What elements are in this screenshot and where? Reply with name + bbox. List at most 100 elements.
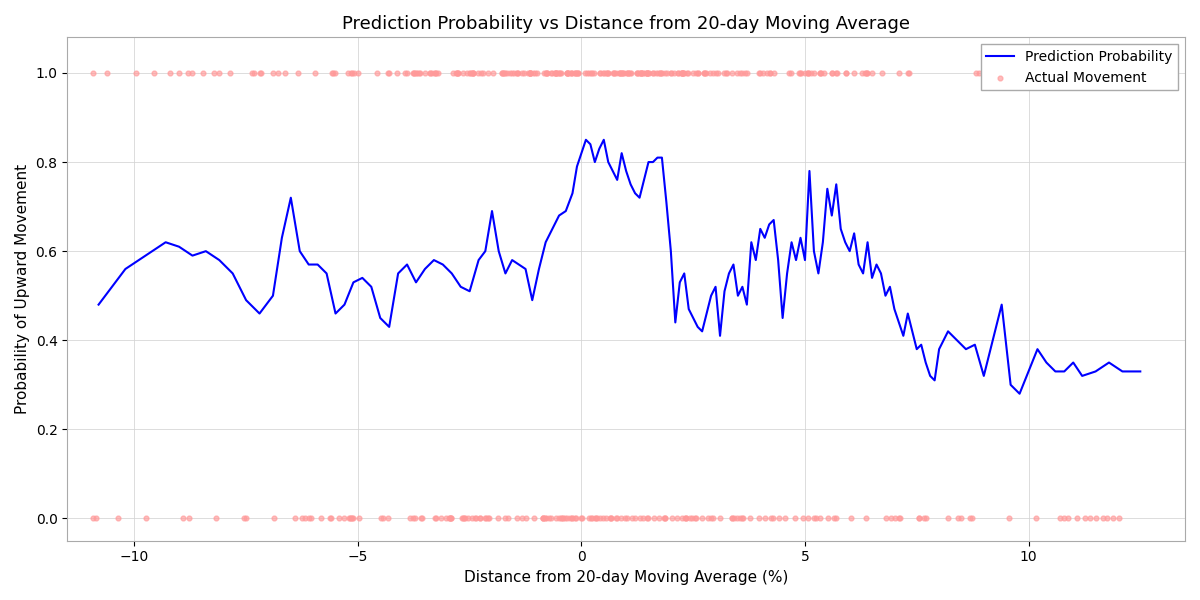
Point bbox=[320, 514, 340, 523]
Point bbox=[596, 514, 616, 523]
Point bbox=[617, 514, 636, 523]
Point bbox=[454, 514, 473, 523]
Actual Movement bbox=[790, 68, 809, 78]
Actual Movement bbox=[658, 68, 677, 78]
Point bbox=[655, 514, 674, 523]
Actual Movement bbox=[810, 68, 829, 78]
Actual Movement bbox=[1133, 68, 1152, 78]
Point bbox=[470, 514, 490, 523]
Point bbox=[322, 514, 341, 523]
Actual Movement bbox=[610, 68, 629, 78]
Actual Movement bbox=[221, 68, 240, 78]
Actual Movement bbox=[496, 68, 515, 78]
Actual Movement bbox=[521, 68, 540, 78]
Point bbox=[607, 514, 626, 523]
Point bbox=[1067, 514, 1086, 523]
Actual Movement bbox=[599, 68, 618, 78]
Actual Movement bbox=[478, 68, 497, 78]
Actual Movement bbox=[637, 68, 656, 78]
Actual Movement bbox=[562, 68, 581, 78]
Point bbox=[587, 514, 606, 523]
Actual Movement bbox=[689, 68, 708, 78]
Actual Movement bbox=[1138, 68, 1157, 78]
Actual Movement bbox=[970, 68, 989, 78]
Actual Movement bbox=[538, 68, 557, 78]
Actual Movement bbox=[204, 68, 223, 78]
Actual Movement bbox=[593, 68, 612, 78]
Actual Movement bbox=[557, 68, 576, 78]
Actual Movement bbox=[566, 68, 586, 78]
Actual Movement bbox=[738, 68, 757, 78]
Point bbox=[475, 514, 494, 523]
Actual Movement bbox=[1093, 68, 1112, 78]
Actual Movement bbox=[612, 68, 631, 78]
Title: Prediction Probability vs Distance from 20-day Moving Average: Prediction Probability vs Distance from … bbox=[342, 15, 910, 33]
Actual Movement bbox=[967, 68, 986, 78]
Point bbox=[412, 514, 431, 523]
Actual Movement bbox=[650, 68, 670, 78]
Actual Movement bbox=[514, 68, 533, 78]
Actual Movement bbox=[245, 68, 264, 78]
Point bbox=[1080, 514, 1099, 523]
Point bbox=[761, 514, 780, 523]
Actual Movement bbox=[492, 68, 511, 78]
Actual Movement bbox=[264, 68, 283, 78]
Point bbox=[512, 514, 532, 523]
Actual Movement bbox=[872, 68, 892, 78]
Actual Movement bbox=[494, 68, 514, 78]
Actual Movement bbox=[420, 68, 439, 78]
Actual Movement bbox=[836, 68, 856, 78]
Point bbox=[686, 514, 706, 523]
Actual Movement bbox=[678, 68, 697, 78]
Point bbox=[952, 514, 971, 523]
Actual Movement bbox=[632, 68, 652, 78]
Actual Movement bbox=[764, 68, 784, 78]
Point bbox=[467, 514, 486, 523]
Actual Movement bbox=[404, 68, 424, 78]
Point bbox=[806, 514, 826, 523]
Actual Movement bbox=[655, 68, 674, 78]
Point bbox=[876, 514, 895, 523]
Actual Movement bbox=[463, 68, 482, 78]
Actual Movement bbox=[460, 68, 479, 78]
Actual Movement bbox=[781, 68, 800, 78]
Actual Movement bbox=[1073, 68, 1092, 78]
Point bbox=[311, 514, 330, 523]
Actual Movement bbox=[449, 68, 468, 78]
Point bbox=[616, 514, 635, 523]
Point bbox=[84, 514, 103, 523]
Point bbox=[571, 514, 590, 523]
Point bbox=[546, 514, 565, 523]
Actual Movement bbox=[422, 68, 442, 78]
Point bbox=[722, 514, 742, 523]
Actual Movement bbox=[628, 68, 647, 78]
Point bbox=[607, 514, 626, 523]
Point bbox=[236, 514, 256, 523]
Actual Movement bbox=[604, 68, 623, 78]
Actual Movement bbox=[804, 68, 823, 78]
Point bbox=[516, 514, 535, 523]
Actual Movement bbox=[863, 68, 882, 78]
Actual Movement bbox=[665, 68, 684, 78]
Actual Movement bbox=[534, 68, 553, 78]
Actual Movement bbox=[599, 68, 618, 78]
Actual Movement bbox=[536, 68, 556, 78]
Actual Movement bbox=[344, 68, 364, 78]
Point bbox=[371, 514, 390, 523]
Point bbox=[440, 514, 460, 523]
Actual Movement bbox=[643, 68, 662, 78]
Actual Movement bbox=[1039, 68, 1058, 78]
Actual Movement bbox=[379, 68, 398, 78]
Point bbox=[558, 514, 577, 523]
Actual Movement bbox=[448, 68, 467, 78]
Point bbox=[470, 514, 490, 523]
Point bbox=[406, 514, 425, 523]
Actual Movement bbox=[695, 68, 714, 78]
Actual Movement bbox=[503, 68, 522, 78]
Actual Movement bbox=[558, 68, 577, 78]
Point bbox=[655, 514, 674, 523]
Point bbox=[676, 514, 695, 523]
Point bbox=[686, 514, 706, 523]
Actual Movement bbox=[520, 68, 539, 78]
Actual Movement bbox=[722, 68, 742, 78]
